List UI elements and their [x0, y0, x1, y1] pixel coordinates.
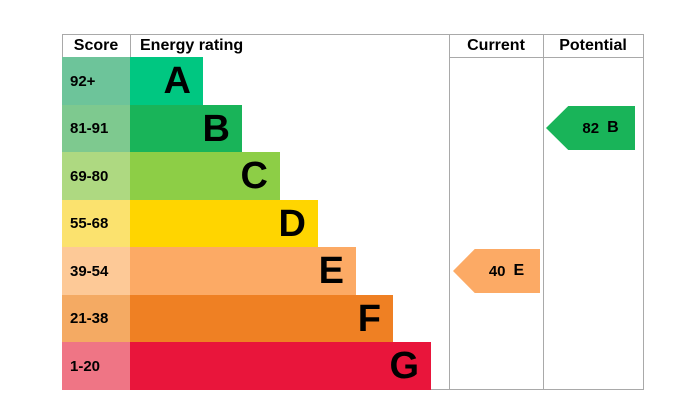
band-letter: F [357, 297, 381, 340]
potential-column-header: Potential [559, 36, 627, 54]
band-row-b: 81-91 B [62, 105, 242, 152]
current-column-divider [449, 34, 450, 390]
band-letter: E [318, 250, 344, 292]
current-letter: E [513, 262, 525, 279]
band-row-g: 1-20 G [62, 342, 431, 390]
band-score-range: 81-91 [62, 105, 130, 152]
table-right-border [643, 34, 644, 390]
band-bar: C [130, 152, 280, 200]
band-bar: E [130, 247, 356, 295]
current-score: 40 [488, 262, 506, 280]
potential-rating-arrow: 82 B [546, 106, 635, 150]
band-letter: C [240, 155, 268, 197]
potential-column-divider [543, 34, 544, 390]
band-bar: B [130, 105, 242, 152]
band-bar: F [130, 295, 393, 342]
current-column-header: Current [467, 36, 525, 54]
header-bottom-border [449, 57, 644, 58]
table-top-border [62, 34, 644, 35]
band-bar: G [130, 342, 431, 390]
band-score-range: 69-80 [62, 152, 130, 200]
band-row-d: 55-68 D [62, 200, 318, 247]
score-header-divider [130, 34, 131, 57]
band-row-e: 39-54 E [62, 247, 356, 295]
band-letter: B [202, 107, 230, 150]
band-letter: G [389, 345, 419, 387]
band-bar: A [130, 57, 203, 105]
band-row-f: 21-38 F [62, 295, 393, 342]
energy-rating-column-header: Energy rating [140, 36, 244, 54]
header-left-border [62, 34, 63, 57]
band-letter: D [278, 202, 306, 245]
potential-score: 82 [582, 119, 600, 137]
band-score-range: 92+ [62, 57, 130, 105]
band-score-range: 39-54 [62, 247, 130, 295]
potential-letter: B [607, 119, 619, 136]
band-row-a: 92+ A [62, 57, 203, 105]
current-rating-arrow: 40 E [453, 249, 540, 293]
band-score-range: 21-38 [62, 295, 130, 342]
band-bar: D [130, 200, 318, 247]
table-bottom-border [431, 389, 644, 390]
band-score-range: 55-68 [62, 200, 130, 247]
band-row-c: 69-80 C [62, 152, 280, 200]
band-score-range: 1-20 [62, 342, 130, 390]
score-column-header: Score [73, 36, 119, 54]
band-letter: A [163, 60, 191, 102]
